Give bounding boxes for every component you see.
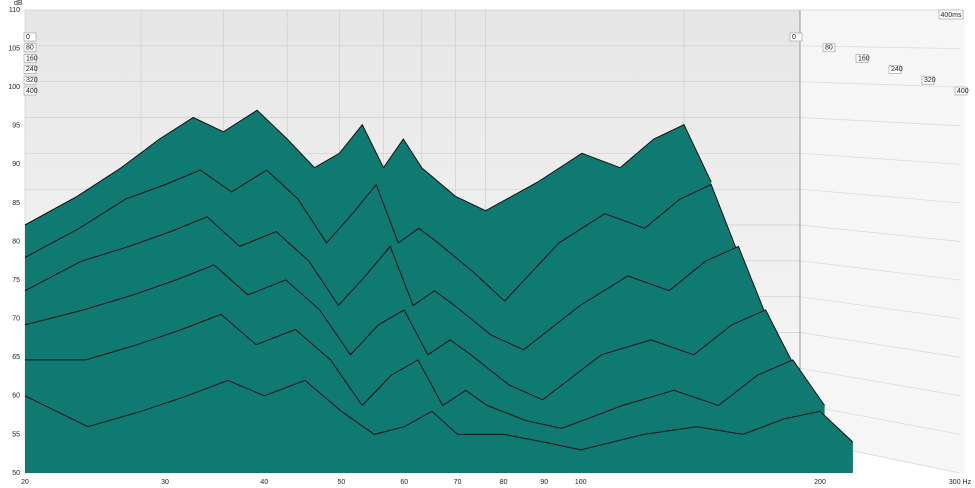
y-tick-label: 65 xyxy=(12,354,20,361)
x-tick-label: 60 xyxy=(400,479,408,486)
y-tick-label: 50 xyxy=(12,470,20,477)
y-tick-label: 75 xyxy=(12,277,20,284)
time-label-box xyxy=(789,32,803,42)
x-tick-label: 20 xyxy=(21,479,29,486)
time-label-box xyxy=(23,75,37,85)
x-tick-label: 50 xyxy=(337,479,345,486)
time-label-box xyxy=(23,65,37,74)
labels: 50 55 60 65 70 75 80 85 90 95 100 105 110 20 30 40 50 60 7… xyxy=(8,7,971,486)
grid-line xyxy=(799,403,961,435)
time-label-box xyxy=(23,43,37,53)
grid-line xyxy=(799,296,961,320)
slice-area xyxy=(25,380,853,473)
time-label-box xyxy=(822,43,836,53)
time-label-box xyxy=(888,65,902,74)
time-label: 400ms xyxy=(940,12,962,19)
x-tick-label: 40 xyxy=(260,479,268,486)
grid-line xyxy=(799,152,961,165)
side-wall xyxy=(800,10,965,473)
grid-line xyxy=(799,224,961,242)
time-label: 160 xyxy=(858,55,870,62)
grid-line xyxy=(799,332,961,358)
slice-line xyxy=(24,264,797,401)
y-axis-label: dB xyxy=(14,0,23,7)
time-label-box xyxy=(921,75,935,85)
y-tick-label: 70 xyxy=(12,316,20,323)
time-label: 240 xyxy=(891,66,903,73)
y-tick-label: 85 xyxy=(12,200,20,207)
x-tick-label: 80 xyxy=(500,479,508,486)
time-label-box xyxy=(23,86,37,96)
time-label-box xyxy=(954,86,968,96)
y-tick-label: 80 xyxy=(12,238,20,245)
grid-line xyxy=(799,117,961,127)
grid-line xyxy=(799,188,961,204)
time-label: 0 xyxy=(26,34,30,41)
y-tick-label: 60 xyxy=(12,393,20,400)
y-tick-label: 90 xyxy=(12,161,20,168)
time-label: 320 xyxy=(26,77,38,84)
slice-line xyxy=(24,169,741,302)
slice-line xyxy=(24,109,712,226)
slice-line xyxy=(24,379,854,451)
time-label-box xyxy=(855,54,869,63)
x-tick-label: 90 xyxy=(540,479,548,486)
y-tick-label: 105 xyxy=(8,45,20,52)
y-tick-label: 100 xyxy=(8,84,20,91)
x-tick-label: 100 xyxy=(575,479,587,486)
grid-line xyxy=(799,81,961,88)
time-label-box xyxy=(938,9,964,20)
y-tick-label: 95 xyxy=(12,123,20,130)
x-tick-label: 300 Hz xyxy=(949,479,972,486)
slices xyxy=(24,109,854,473)
y-tick-label: 110 xyxy=(9,7,20,14)
x-tick-label: 30 xyxy=(161,479,169,486)
time-label-box xyxy=(23,32,37,42)
time-label: 400 xyxy=(26,88,38,95)
time-label-box xyxy=(23,54,37,63)
time-label: 240 xyxy=(26,66,38,73)
x-tick-label: 200 xyxy=(814,479,826,486)
time-label: 400 xyxy=(957,88,969,95)
time-label: 320 xyxy=(924,77,936,84)
y-tick-label: 55 xyxy=(12,431,20,438)
slice-line xyxy=(25,313,826,429)
time-label: 160 xyxy=(26,55,38,62)
grid-line xyxy=(799,260,961,281)
time-label: 0 xyxy=(792,34,796,41)
time-label: 80 xyxy=(26,45,34,52)
x-tick-label: 70 xyxy=(454,479,462,486)
time-label: 80 xyxy=(825,45,833,52)
slice-line xyxy=(24,216,769,351)
grid-line xyxy=(799,367,961,397)
